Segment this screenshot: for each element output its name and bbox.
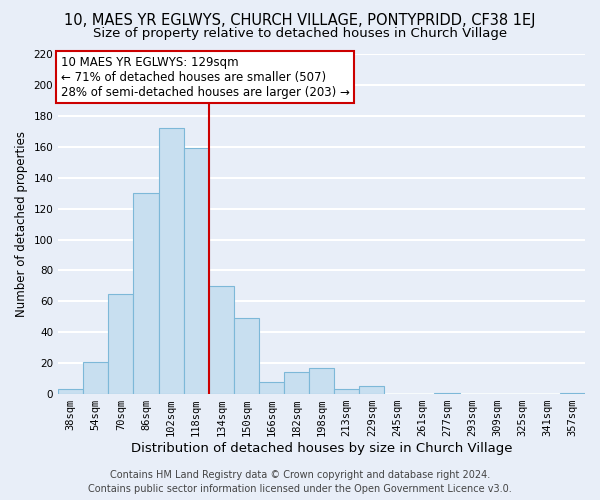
Bar [209, 286, 234, 394]
Bar [184, 148, 209, 394]
Bar [83, 362, 109, 394]
Bar [434, 392, 460, 394]
Bar [560, 392, 585, 394]
Text: 10, MAES YR EGLWYS, CHURCH VILLAGE, PONTYPRIDD, CF38 1EJ: 10, MAES YR EGLWYS, CHURCH VILLAGE, PONT… [64, 12, 536, 28]
Text: Size of property relative to detached houses in Church Village: Size of property relative to detached ho… [93, 28, 507, 40]
Bar [133, 193, 158, 394]
Text: 10 MAES YR EGLWYS: 129sqm
← 71% of detached houses are smaller (507)
28% of semi: 10 MAES YR EGLWYS: 129sqm ← 71% of detac… [61, 56, 350, 98]
Bar [58, 390, 83, 394]
Bar [334, 390, 359, 394]
Bar [109, 294, 133, 394]
Bar [309, 368, 334, 394]
Text: Contains HM Land Registry data © Crown copyright and database right 2024.
Contai: Contains HM Land Registry data © Crown c… [88, 470, 512, 494]
Y-axis label: Number of detached properties: Number of detached properties [15, 131, 28, 317]
Bar [259, 382, 284, 394]
Bar [158, 128, 184, 394]
Bar [359, 386, 385, 394]
Bar [284, 372, 309, 394]
X-axis label: Distribution of detached houses by size in Church Village: Distribution of detached houses by size … [131, 442, 512, 455]
Bar [234, 318, 259, 394]
